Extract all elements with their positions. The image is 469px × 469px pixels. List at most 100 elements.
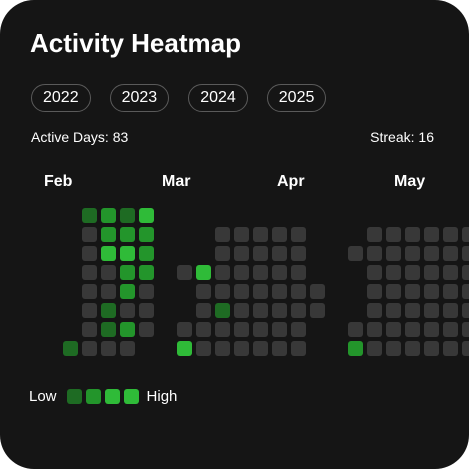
- heatmap-cell[interactable]: [291, 265, 306, 280]
- heatmap-cell[interactable]: [139, 322, 154, 337]
- heatmap-cell[interactable]: [234, 322, 249, 337]
- heatmap-cell[interactable]: [367, 227, 382, 242]
- heatmap-cell[interactable]: [101, 246, 116, 261]
- heatmap-cell[interactable]: [386, 303, 401, 318]
- heatmap-cell[interactable]: [196, 322, 211, 337]
- heatmap-cell[interactable]: [462, 246, 469, 261]
- heatmap-cell[interactable]: [139, 265, 154, 280]
- heatmap-cell[interactable]: [101, 322, 116, 337]
- heatmap-cell[interactable]: [253, 265, 268, 280]
- heatmap-cell[interactable]: [177, 341, 192, 356]
- heatmap-cell[interactable]: [367, 265, 382, 280]
- heatmap-cell[interactable]: [82, 341, 97, 356]
- heatmap-cell[interactable]: [101, 341, 116, 356]
- heatmap-cell[interactable]: [443, 265, 458, 280]
- heatmap-cell[interactable]: [234, 246, 249, 261]
- heatmap-cell[interactable]: [234, 303, 249, 318]
- heatmap-cell[interactable]: [196, 341, 211, 356]
- heatmap-cell[interactable]: [424, 322, 439, 337]
- heatmap-cell[interactable]: [120, 284, 135, 299]
- heatmap-cell[interactable]: [139, 208, 154, 223]
- heatmap-cell[interactable]: [291, 341, 306, 356]
- heatmap-cell[interactable]: [386, 284, 401, 299]
- heatmap-cell[interactable]: [386, 322, 401, 337]
- heatmap-cell[interactable]: [215, 246, 230, 261]
- heatmap-cell[interactable]: [405, 227, 420, 242]
- heatmap-cell[interactable]: [405, 265, 420, 280]
- heatmap-cell[interactable]: [462, 322, 469, 337]
- heatmap-cell[interactable]: [215, 284, 230, 299]
- heatmap-cell[interactable]: [120, 341, 135, 356]
- heatmap-cell[interactable]: [215, 265, 230, 280]
- heatmap-cell[interactable]: [367, 246, 382, 261]
- heatmap-cell[interactable]: [405, 246, 420, 261]
- heatmap-cell[interactable]: [386, 227, 401, 242]
- heatmap-cell[interactable]: [82, 303, 97, 318]
- year-2023-button[interactable]: 2023: [109, 84, 170, 112]
- heatmap-cell[interactable]: [272, 265, 287, 280]
- heatmap-cell[interactable]: [139, 246, 154, 261]
- heatmap-cell[interactable]: [348, 322, 363, 337]
- heatmap-cell[interactable]: [424, 265, 439, 280]
- heatmap-cell[interactable]: [310, 303, 325, 318]
- heatmap-cell[interactable]: [386, 265, 401, 280]
- heatmap-cell[interactable]: [291, 284, 306, 299]
- heatmap-cell[interactable]: [82, 284, 97, 299]
- heatmap-cell[interactable]: [253, 284, 268, 299]
- heatmap-cell[interactable]: [101, 303, 116, 318]
- heatmap-cell[interactable]: [291, 246, 306, 261]
- heatmap-cell[interactable]: [253, 246, 268, 261]
- heatmap-cell[interactable]: [367, 341, 382, 356]
- heatmap-cell[interactable]: [82, 227, 97, 242]
- heatmap-cell[interactable]: [462, 284, 469, 299]
- heatmap-cell[interactable]: [386, 341, 401, 356]
- heatmap-cell[interactable]: [272, 322, 287, 337]
- heatmap-cell[interactable]: [367, 284, 382, 299]
- heatmap-cell[interactable]: [253, 227, 268, 242]
- heatmap-cell[interactable]: [424, 246, 439, 261]
- heatmap-cell[interactable]: [348, 341, 363, 356]
- heatmap-cell[interactable]: [101, 227, 116, 242]
- heatmap-cell[interactable]: [82, 246, 97, 261]
- heatmap-cell[interactable]: [139, 284, 154, 299]
- heatmap-cell[interactable]: [101, 284, 116, 299]
- heatmap-cell[interactable]: [424, 284, 439, 299]
- heatmap-cell[interactable]: [405, 284, 420, 299]
- heatmap-cell[interactable]: [443, 227, 458, 242]
- heatmap-cell[interactable]: [272, 284, 287, 299]
- heatmap-cell[interactable]: [101, 208, 116, 223]
- heatmap-cell[interactable]: [443, 284, 458, 299]
- heatmap-cell[interactable]: [443, 341, 458, 356]
- heatmap-cell[interactable]: [443, 322, 458, 337]
- heatmap-cell[interactable]: [291, 322, 306, 337]
- heatmap-cell[interactable]: [82, 322, 97, 337]
- heatmap-cell[interactable]: [196, 303, 211, 318]
- heatmap-cell[interactable]: [139, 227, 154, 242]
- heatmap-cell[interactable]: [234, 341, 249, 356]
- year-2024-button[interactable]: 2024: [188, 84, 248, 112]
- heatmap-cell[interactable]: [253, 322, 268, 337]
- heatmap-cell[interactable]: [177, 322, 192, 337]
- heatmap-cell[interactable]: [196, 265, 211, 280]
- heatmap-cell[interactable]: [424, 341, 439, 356]
- heatmap-cell[interactable]: [234, 265, 249, 280]
- year-2025-button[interactable]: 2025: [266, 84, 327, 112]
- heatmap-cell[interactable]: [291, 303, 306, 318]
- heatmap-cell[interactable]: [215, 322, 230, 337]
- heatmap-cell[interactable]: [120, 208, 135, 223]
- heatmap-cell[interactable]: [196, 284, 211, 299]
- heatmap-cell[interactable]: [386, 246, 401, 261]
- heatmap-cell[interactable]: [120, 246, 135, 261]
- heatmap-cell[interactable]: [120, 303, 135, 318]
- heatmap-cell[interactable]: [63, 341, 78, 356]
- heatmap-cell[interactable]: [272, 227, 287, 242]
- heatmap-cell[interactable]: [234, 227, 249, 242]
- heatmap-cell[interactable]: [120, 322, 135, 337]
- heatmap-cell[interactable]: [462, 341, 469, 356]
- heatmap-cell[interactable]: [291, 227, 306, 242]
- heatmap-cell[interactable]: [367, 322, 382, 337]
- heatmap-cell[interactable]: [272, 303, 287, 318]
- heatmap-cell[interactable]: [443, 303, 458, 318]
- heatmap-cell[interactable]: [405, 303, 420, 318]
- heatmap-cell[interactable]: [405, 341, 420, 356]
